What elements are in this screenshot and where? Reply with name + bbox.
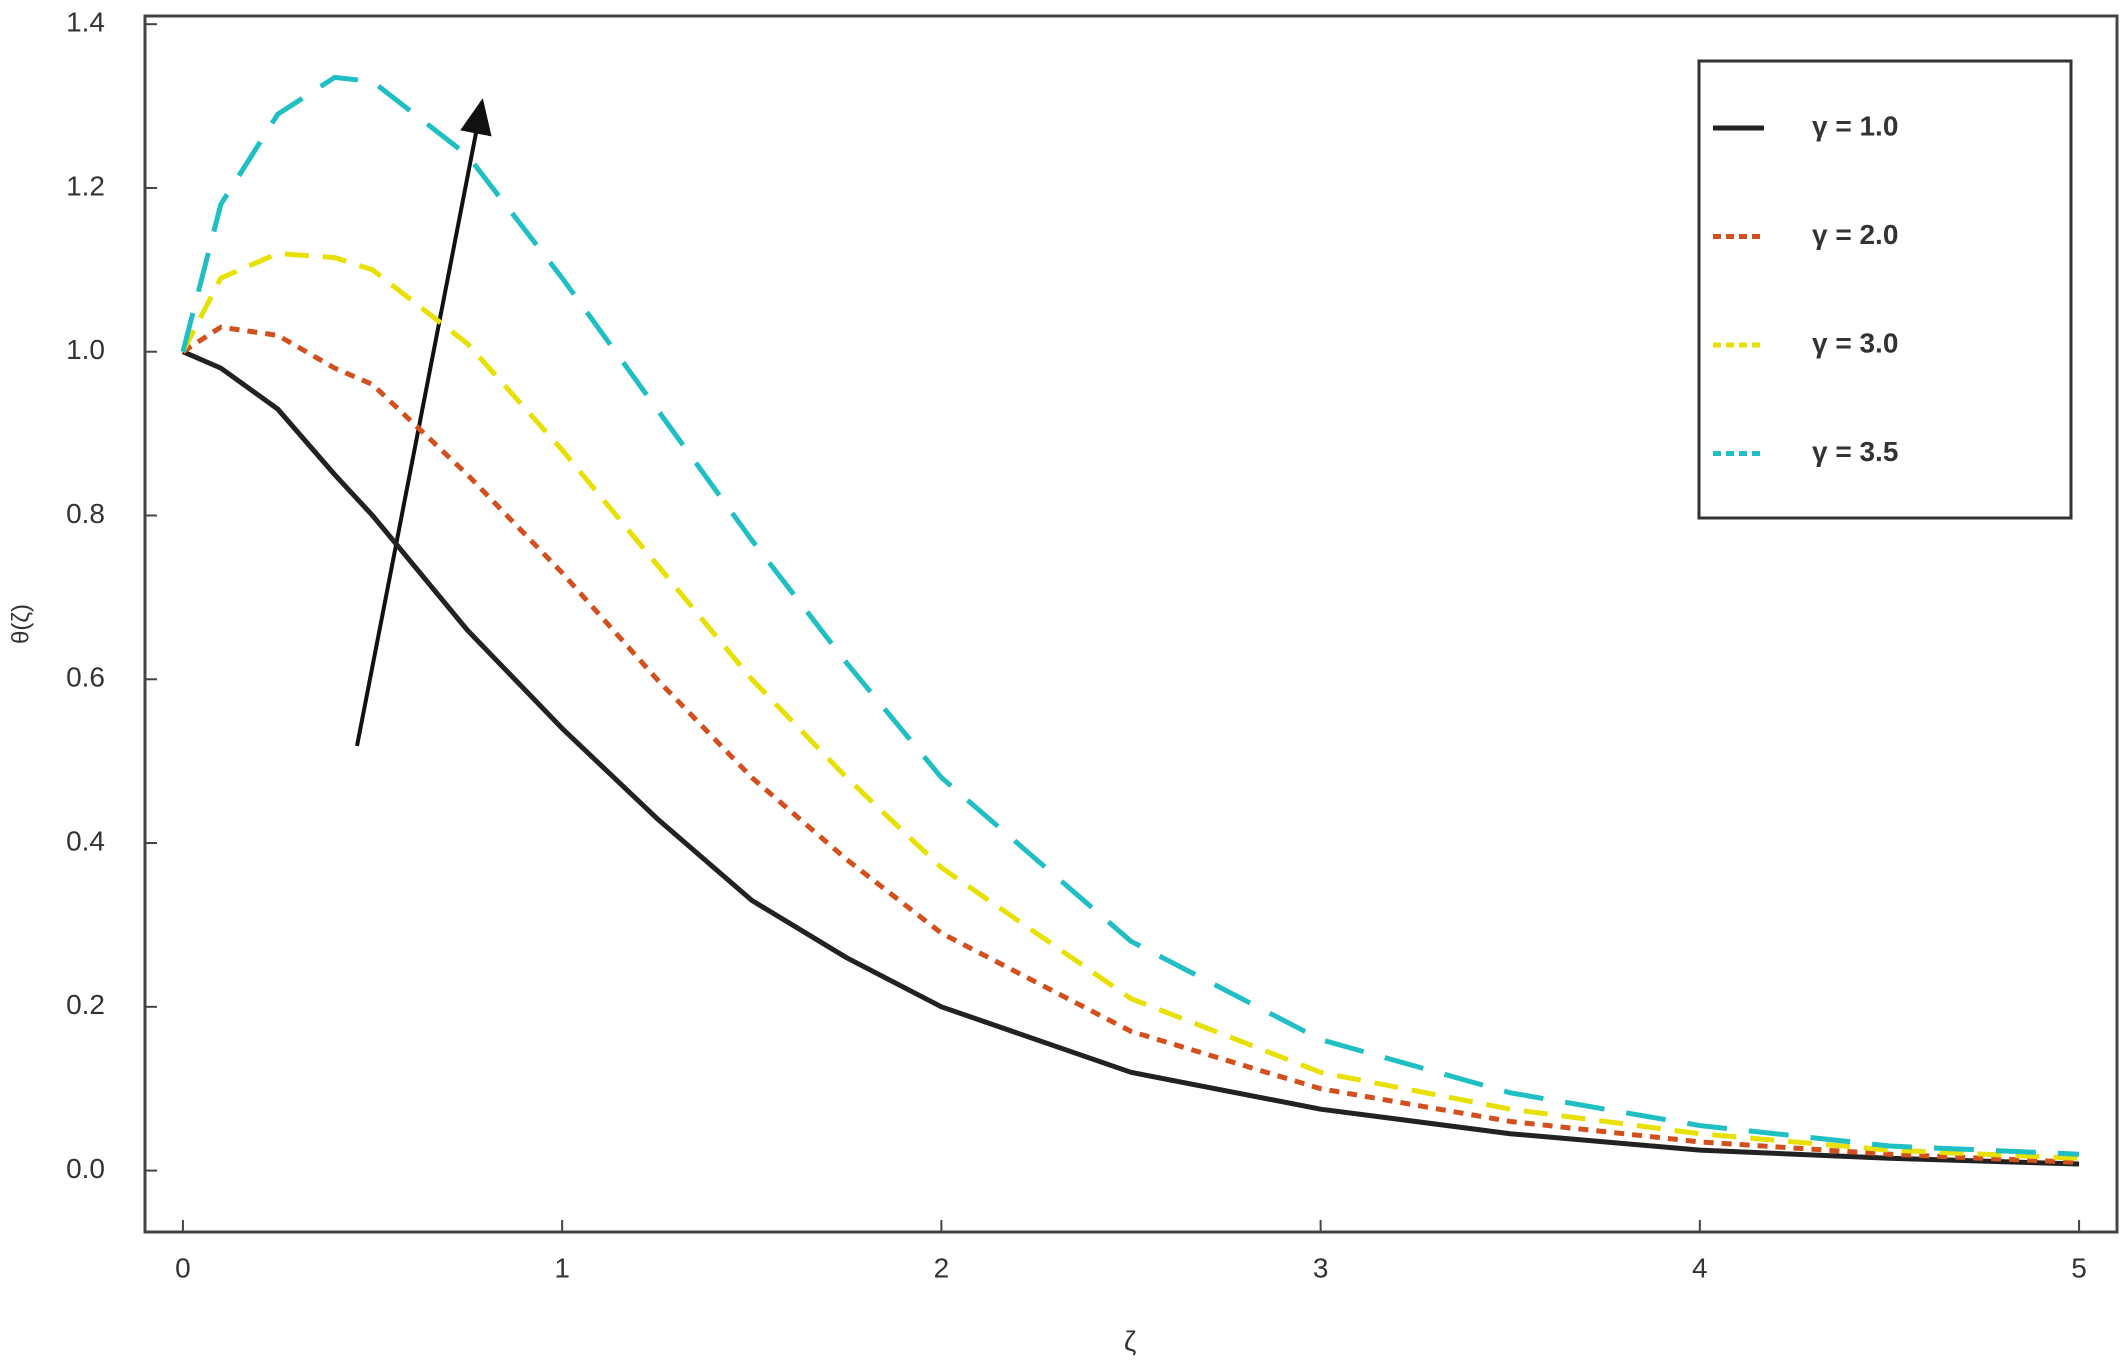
x-tick-label: 2 [934, 1252, 950, 1283]
data-line [181, 324, 2080, 1165]
x-tick-label: 3 [1313, 1252, 1329, 1283]
y-tick-label: 0.4 [66, 825, 105, 856]
y-tick-label: 0.2 [66, 989, 105, 1020]
y-tick-label: 0.8 [66, 498, 105, 529]
legend-label: γ = 3.5 [1812, 436, 1898, 467]
y-tick-label: 1.4 [66, 7, 105, 38]
data-line [181, 349, 2080, 1167]
x-tick-label: 1 [554, 1252, 570, 1283]
plot-frame [143, 14, 2119, 1234]
legend-box [1697, 59, 2073, 520]
legend-label: γ = 3.0 [1812, 327, 1898, 358]
y-tick-label: 1.2 [66, 170, 105, 201]
x-axis-label: ζ [1124, 1325, 1136, 1356]
data-line [180, 74, 2080, 1157]
y-tick-label: 1.0 [66, 334, 105, 365]
y-tick-label: 0.6 [66, 662, 105, 693]
legend-label: γ = 1.0 [1812, 110, 1898, 141]
data-line [180, 250, 2080, 1161]
trend-arrow [355, 98, 492, 747]
y-tick-label: 0.0 [66, 1153, 105, 1184]
x-tick-label: 5 [2071, 1252, 2087, 1283]
x-tick-label: 4 [1692, 1252, 1708, 1283]
y-axis-label: θ(ζ) [7, 604, 34, 644]
legend-label: γ = 2.0 [1812, 219, 1898, 250]
x-tick-label: 0 [175, 1252, 191, 1283]
